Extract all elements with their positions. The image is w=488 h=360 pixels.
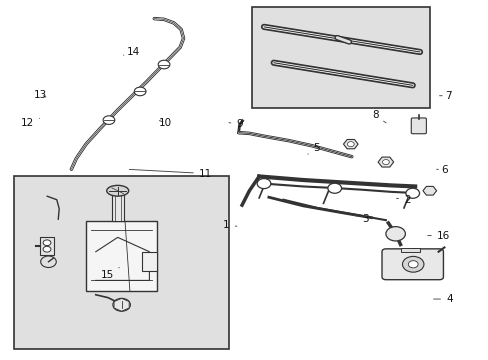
Text: 4: 4 — [433, 294, 452, 304]
Circle shape — [257, 179, 270, 189]
Text: 5: 5 — [307, 143, 319, 154]
Ellipse shape — [106, 185, 128, 196]
Text: 12: 12 — [21, 118, 40, 128]
Text: 13: 13 — [34, 90, 47, 100]
Circle shape — [405, 188, 419, 198]
Bar — [40, 237, 54, 255]
Polygon shape — [422, 186, 436, 195]
Circle shape — [346, 141, 353, 147]
Circle shape — [41, 256, 56, 267]
Text: 14: 14 — [123, 46, 140, 57]
Circle shape — [402, 256, 423, 272]
Text: 1: 1 — [223, 220, 236, 230]
Polygon shape — [114, 298, 129, 311]
Bar — [142, 252, 157, 271]
Text: 2: 2 — [396, 195, 410, 205]
Circle shape — [113, 298, 130, 311]
Polygon shape — [343, 139, 357, 149]
Circle shape — [327, 183, 341, 193]
Circle shape — [158, 60, 169, 69]
Text: 8: 8 — [371, 111, 385, 123]
Circle shape — [134, 87, 146, 96]
Text: 3: 3 — [353, 215, 368, 224]
Polygon shape — [377, 157, 393, 167]
Bar — [14, 176, 228, 349]
Text: 11: 11 — [129, 168, 212, 179]
Bar — [86, 221, 157, 291]
Circle shape — [43, 246, 51, 252]
Bar — [112, 194, 123, 221]
Bar — [251, 7, 429, 108]
Text: 6: 6 — [436, 165, 447, 175]
Circle shape — [385, 226, 405, 241]
Bar — [400, 248, 419, 252]
Text: 16: 16 — [427, 231, 449, 240]
FancyBboxPatch shape — [381, 249, 443, 280]
Text: 9: 9 — [228, 120, 243, 129]
Text: 15: 15 — [100, 267, 119, 280]
Circle shape — [407, 261, 417, 268]
FancyBboxPatch shape — [410, 118, 426, 134]
Text: 7: 7 — [439, 91, 451, 101]
Circle shape — [103, 116, 115, 125]
Circle shape — [382, 159, 388, 165]
Text: 10: 10 — [159, 118, 172, 128]
Circle shape — [43, 240, 51, 246]
